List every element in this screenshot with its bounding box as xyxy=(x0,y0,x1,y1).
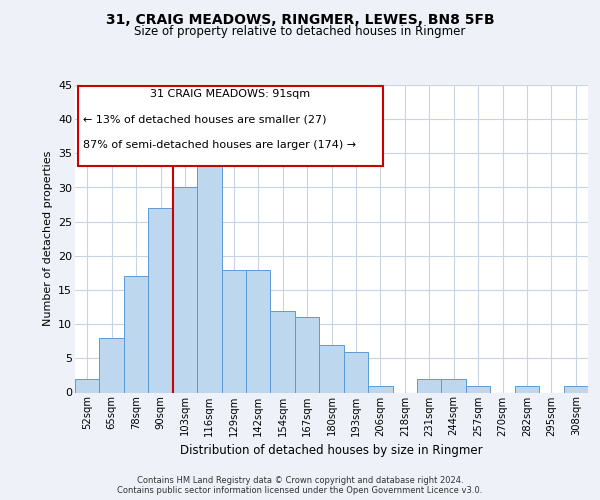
Bar xyxy=(197,140,221,392)
Y-axis label: Number of detached properties: Number of detached properties xyxy=(43,151,53,326)
FancyBboxPatch shape xyxy=(77,86,383,166)
Bar xyxy=(515,386,539,392)
Bar xyxy=(368,386,392,392)
Bar xyxy=(442,379,466,392)
Text: 31 CRAIG MEADOWS: 91sqm: 31 CRAIG MEADOWS: 91sqm xyxy=(150,88,310,99)
Bar xyxy=(221,270,246,392)
Bar xyxy=(246,270,271,392)
Bar xyxy=(344,352,368,393)
Text: Contains public sector information licensed under the Open Government Licence v3: Contains public sector information licen… xyxy=(118,486,482,495)
Bar xyxy=(173,188,197,392)
Bar xyxy=(319,344,344,393)
Bar xyxy=(75,379,100,392)
Text: ← 13% of detached houses are smaller (27): ← 13% of detached houses are smaller (27… xyxy=(83,114,326,124)
Bar xyxy=(295,318,319,392)
Text: 87% of semi-detached houses are larger (174) →: 87% of semi-detached houses are larger (… xyxy=(83,140,356,149)
Bar xyxy=(100,338,124,392)
Text: 31, CRAIG MEADOWS, RINGMER, LEWES, BN8 5FB: 31, CRAIG MEADOWS, RINGMER, LEWES, BN8 5… xyxy=(106,12,494,26)
X-axis label: Distribution of detached houses by size in Ringmer: Distribution of detached houses by size … xyxy=(180,444,483,457)
Bar xyxy=(148,208,173,392)
Bar xyxy=(466,386,490,392)
Bar xyxy=(417,379,442,392)
Text: Size of property relative to detached houses in Ringmer: Size of property relative to detached ho… xyxy=(134,25,466,38)
Text: Contains HM Land Registry data © Crown copyright and database right 2024.: Contains HM Land Registry data © Crown c… xyxy=(137,476,463,485)
Bar xyxy=(271,310,295,392)
Bar xyxy=(563,386,588,392)
Bar xyxy=(124,276,148,392)
